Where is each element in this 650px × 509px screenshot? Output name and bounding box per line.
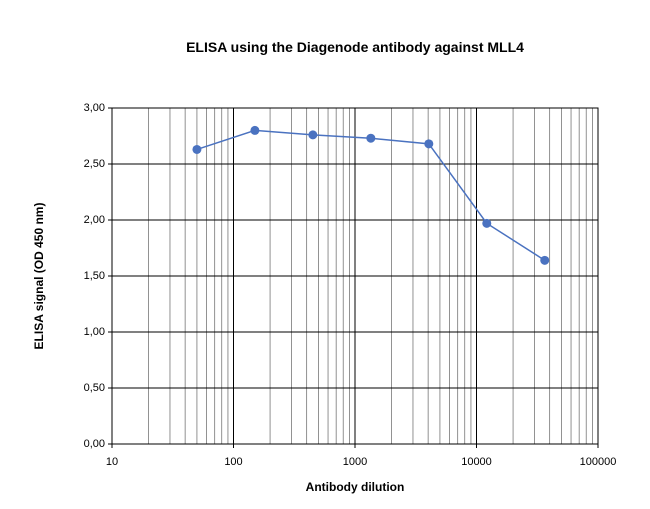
x-tick-label: 100000 (580, 456, 617, 468)
x-tick-label: 10000 (461, 456, 492, 468)
x-tick-label: 1000 (343, 456, 367, 468)
data-point (366, 133, 376, 143)
y-axis-title: ELISA signal (OD 450 nm) (32, 203, 46, 350)
data-point (540, 255, 550, 265)
x-tick-label: 10 (106, 456, 118, 468)
x-tick-label: 100 (224, 456, 242, 468)
y-tick-label: 1,00 (84, 326, 105, 338)
data-point (192, 144, 202, 154)
data-point (250, 125, 260, 135)
data-point (308, 130, 318, 140)
y-tick-label: 1,50 (84, 270, 105, 282)
plot-frame (111, 107, 599, 445)
y-tick-label: 2,50 (84, 158, 105, 170)
series-line (196, 129, 546, 261)
y-tick-label: 0,50 (84, 382, 105, 394)
x-axis-title: Antibody dilution (306, 480, 405, 494)
y-tick-label: 2,00 (84, 214, 105, 226)
y-tick-label: 3,00 (84, 102, 105, 114)
data-point (482, 218, 492, 228)
data-point (424, 139, 434, 149)
y-tick-label: 0,00 (84, 438, 105, 450)
chart-title: ELISA using the Diagenode antibody again… (186, 39, 524, 55)
